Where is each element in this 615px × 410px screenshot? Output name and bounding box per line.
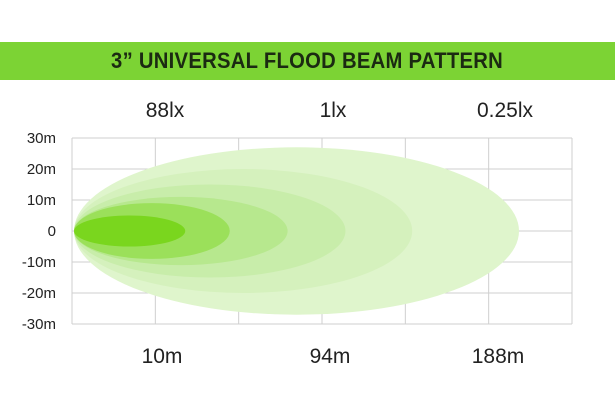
lux-label: 0.25lx <box>477 99 534 122</box>
y-tick-label: 30m <box>27 130 56 147</box>
beam-zones <box>74 147 519 315</box>
chart-title: 3” UNIVERSAL FLOOD BEAM PATTERN <box>111 48 504 73</box>
title-bar: 3” UNIVERSAL FLOOD BEAM PATTERN <box>0 42 615 80</box>
distance-label: 94m <box>310 345 351 368</box>
y-tick-label: -10m <box>22 254 56 271</box>
lux-labels: 88lx 1lx 0.25lx <box>146 99 534 122</box>
y-tick-label: -30m <box>22 316 56 333</box>
distance-labels: 10m 94m 188m <box>142 345 525 368</box>
y-tick-label: 0 <box>48 223 56 240</box>
beam-zone <box>74 215 186 247</box>
distance-label: 188m <box>472 345 525 368</box>
y-tick-label: -20m <box>22 285 56 302</box>
distance-label: 10m <box>142 345 183 368</box>
y-tick-label: 10m <box>27 192 56 209</box>
y-tick-label: 20m <box>27 161 56 178</box>
y-tick-labels: 30m 20m 10m 0 -10m -20m -30m <box>22 130 56 333</box>
lux-label: 88lx <box>146 99 185 122</box>
lux-label: 1lx <box>320 99 347 122</box>
